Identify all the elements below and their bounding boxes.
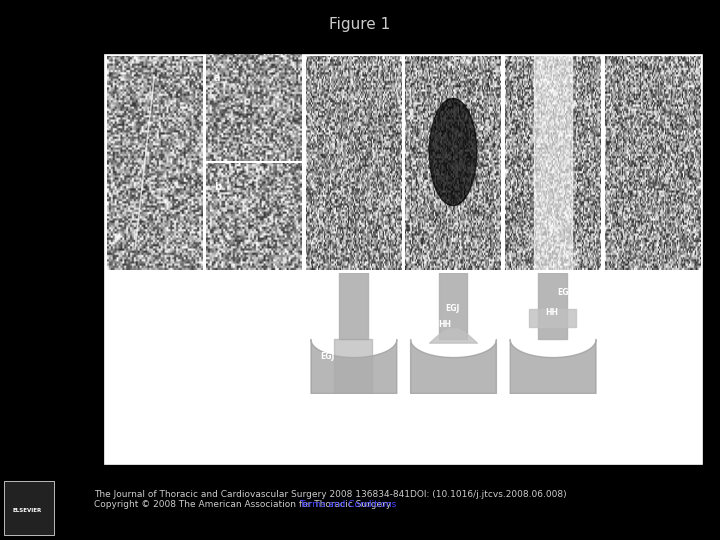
Text: ELSEVIER: ELSEVIER — [13, 508, 42, 513]
Text: Normal
EG
Junction: Normal EG Junction — [117, 415, 149, 444]
FancyBboxPatch shape — [104, 54, 702, 464]
Text: a: a — [214, 73, 220, 83]
Bar — [534, 56, 572, 270]
Text: Copyright © 2008 The American Association for Thoracic Surgery: Copyright © 2008 The American Associatio… — [94, 501, 394, 509]
Text: Massive
Incarcerated
Hiatal Hernia: Massive Incarcerated Hiatal Hernia — [612, 415, 662, 444]
Text: Figure 1: Figure 1 — [329, 17, 391, 32]
Bar — [4, 481, 54, 535]
Text: Sliding
Hiatal
Hernia: Sliding Hiatal Hernia — [178, 415, 204, 444]
Text: The Journal of Thoracic and Cardiovascular Surgery 2008 136834-841DOI: (10.1016/: The Journal of Thoracic and Cardiovascul… — [94, 490, 566, 498]
Text: Short
Esophagus: Short Esophagus — [494, 420, 536, 439]
Text: HH: HH — [545, 308, 558, 317]
Text: Concentric
Hiatal
Hernia: Concentric Hiatal Hernia — [386, 415, 428, 444]
Text: EGJ: EGJ — [320, 353, 334, 361]
Text: EGJ: EGJ — [446, 305, 460, 314]
Text: Terms and Conditions: Terms and Conditions — [299, 501, 396, 509]
Text: Hiatal
Insufficiency: Hiatal Insufficiency — [271, 420, 320, 439]
Text: b: b — [214, 182, 221, 192]
Circle shape — [429, 98, 477, 206]
Text: EGJ: EGJ — [557, 288, 572, 296]
Text: HH: HH — [438, 320, 451, 329]
